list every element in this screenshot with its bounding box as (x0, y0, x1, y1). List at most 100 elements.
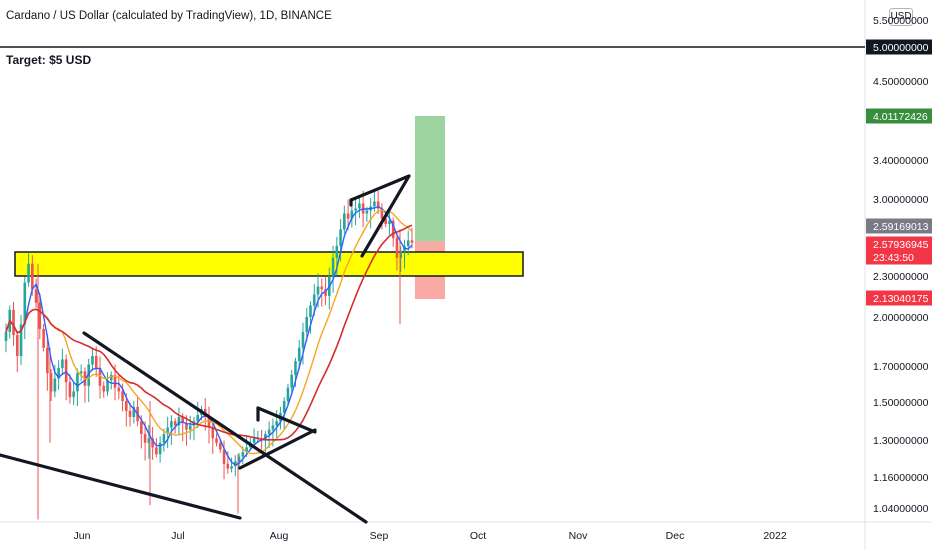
triangle-bottom-line (238, 428, 317, 470)
candle-body (384, 218, 387, 224)
candle-body (91, 356, 94, 365)
candle-body (128, 410, 132, 418)
candle-body (166, 427, 169, 434)
x-tick-label: Nov (569, 530, 588, 542)
trend-drawings (0, 174, 411, 524)
y-tick-label: 1.70000000 (873, 361, 929, 373)
candle-body (113, 374, 117, 388)
candle-body (226, 463, 230, 469)
countdown-label: 23:43:50 (873, 252, 914, 264)
price-badge (866, 39, 932, 55)
candle-body (282, 401, 286, 413)
candle-body (79, 371, 83, 374)
candle-body (12, 309, 15, 336)
candle-body (365, 210, 369, 214)
candle-body (38, 302, 42, 329)
y-tick-label: 1.50000000 (873, 397, 929, 409)
candle-body (188, 425, 192, 430)
y-tick-label: 4.50000000 (873, 76, 929, 88)
triangle-top-line (256, 406, 317, 434)
price-badge (866, 236, 932, 265)
candle-body (46, 347, 49, 374)
candle-body (102, 385, 106, 392)
candle-body (49, 373, 53, 392)
candle-body (140, 421, 143, 434)
price-badge-label: 2.59169013 (873, 221, 929, 233)
x-tick-label: Oct (470, 530, 486, 542)
candle-body (320, 286, 324, 290)
lower-trendline (0, 453, 242, 520)
candle-body (106, 380, 109, 392)
candle-body (237, 456, 241, 462)
price-badge (866, 108, 932, 124)
candle-body (53, 378, 57, 392)
candle-body (117, 387, 121, 392)
candle-body (316, 286, 320, 295)
candle-body (151, 438, 154, 448)
x-tick-label: Aug (270, 530, 289, 542)
candle-body (94, 356, 98, 368)
candle-body (132, 406, 136, 418)
wedge-upper-line (349, 174, 411, 202)
candle-body (173, 421, 177, 426)
y-tick-label: 1.30000000 (873, 435, 929, 447)
y-tick-label: 3.40000000 (873, 155, 929, 167)
candle-body (185, 423, 188, 430)
target-annotation: Target: $5 USD (6, 53, 92, 67)
candle-body (87, 364, 91, 386)
candle-body (388, 220, 391, 224)
currency-button[interactable]: USD (889, 8, 913, 26)
candle-body (331, 257, 335, 277)
candle-body (230, 466, 233, 469)
candle-body (76, 373, 79, 392)
candle-body (68, 382, 72, 398)
candle-body (23, 282, 27, 325)
price-axis: 5.50000000 5.00000000 4.50000000 3.40000000… (866, 15, 932, 515)
candle-body (64, 359, 68, 383)
candle-body (181, 417, 184, 424)
candle-body (305, 317, 309, 332)
candle-body (158, 442, 162, 455)
candle-body (399, 251, 403, 258)
candle-body (177, 417, 181, 426)
candle-body (72, 391, 75, 398)
price-badge-label: 2.57936945 (873, 239, 929, 251)
candle-body (4, 331, 8, 341)
price-badge (866, 290, 932, 306)
price-badge (866, 218, 932, 234)
candle-body (350, 210, 354, 219)
candle-body (297, 347, 301, 362)
candle-body (324, 289, 327, 296)
chart-title: Cardano / US Dollar (calculated by Tradi… (6, 10, 332, 22)
x-tick-label: Jun (74, 530, 91, 542)
y-tick-label: 1.04000000 (873, 503, 929, 515)
candle-body (290, 374, 294, 388)
price-badge-label: 5.00000000 (873, 42, 929, 54)
candle-body (343, 213, 346, 230)
y-tick-label: 3.00000000 (873, 194, 929, 206)
candle-body (147, 438, 151, 443)
candle-body (346, 213, 350, 219)
candle-body (42, 328, 45, 348)
candle-body (241, 451, 245, 457)
candle-body (309, 305, 312, 317)
candle-body (271, 425, 275, 430)
candle-body (294, 361, 297, 375)
candle-body (27, 263, 30, 283)
candle-body (335, 246, 339, 258)
candle-body (196, 414, 200, 422)
candle-body (234, 461, 237, 467)
candle-body (98, 367, 102, 386)
candle-body (162, 433, 166, 443)
candle-body (301, 331, 305, 348)
candle-body (143, 433, 147, 443)
candle-body (215, 438, 218, 443)
candles (4, 190, 414, 520)
y-tick-label: 2.00000000 (873, 312, 929, 324)
candle-body (155, 447, 158, 455)
candle-body (211, 427, 215, 439)
support-zone (14, 251, 524, 277)
candle-body (207, 417, 211, 428)
candle-body (275, 421, 278, 426)
